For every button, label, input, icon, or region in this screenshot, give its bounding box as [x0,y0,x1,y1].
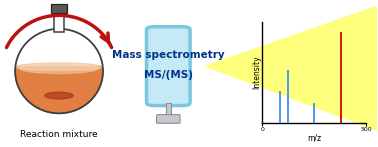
FancyBboxPatch shape [146,27,190,106]
FancyBboxPatch shape [156,115,180,123]
Polygon shape [206,5,378,132]
Ellipse shape [15,29,103,113]
Ellipse shape [16,63,102,71]
FancyBboxPatch shape [166,103,171,117]
Text: Reaction mixture: Reaction mixture [20,130,98,139]
Text: Mass spectrometry: Mass spectrometry [112,50,225,60]
Polygon shape [15,67,103,113]
Ellipse shape [45,92,73,99]
FancyBboxPatch shape [54,12,64,32]
Ellipse shape [20,63,99,74]
Text: MS/(MS): MS/(MS) [144,70,193,80]
FancyBboxPatch shape [51,4,67,13]
